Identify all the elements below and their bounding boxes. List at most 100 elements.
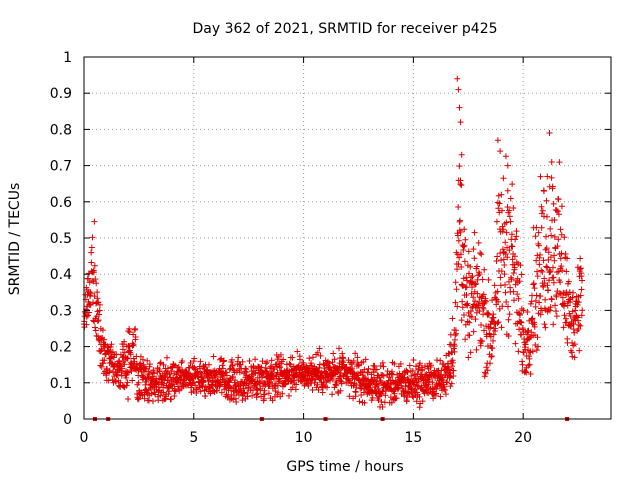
data-point — [502, 289, 509, 296]
data-point — [365, 376, 372, 383]
data-point — [247, 384, 254, 391]
data-point — [405, 389, 412, 396]
data-point — [578, 286, 585, 293]
data-point — [197, 369, 204, 376]
data-point — [316, 364, 323, 371]
data-point — [129, 377, 136, 384]
data-point — [503, 219, 510, 226]
data-point — [472, 280, 479, 287]
data-point — [141, 395, 148, 402]
data-point — [340, 372, 347, 379]
data-point — [516, 312, 523, 319]
data-point — [579, 277, 586, 284]
data-point — [573, 313, 580, 320]
data-point — [467, 308, 474, 315]
data-point — [84, 291, 91, 298]
data-point — [409, 393, 416, 400]
x-tick-label: 15 — [404, 430, 422, 446]
data-point — [148, 390, 155, 397]
data-point — [460, 243, 467, 250]
data-point — [499, 303, 506, 310]
data-point — [94, 295, 101, 302]
data-point — [135, 379, 142, 386]
data-point — [505, 278, 512, 285]
data-point — [509, 243, 516, 250]
data-point — [297, 356, 304, 363]
data-point — [561, 312, 568, 319]
data-point — [528, 329, 535, 336]
data-point — [210, 353, 217, 360]
data-point — [467, 263, 474, 270]
data-point — [115, 366, 122, 373]
data-point — [250, 387, 257, 394]
data-point — [549, 183, 556, 190]
data-point — [88, 249, 95, 256]
y-tick-label: 0.9 — [50, 86, 72, 102]
data-point — [468, 313, 475, 320]
y-tick-label: 0.8 — [50, 122, 72, 138]
data-point — [389, 368, 396, 375]
data-point — [551, 216, 558, 223]
data-point — [538, 224, 545, 231]
x-tick-label: 5 — [189, 430, 198, 446]
data-point — [120, 383, 127, 390]
data-point — [121, 338, 128, 345]
data-point — [536, 261, 543, 268]
data-point — [505, 303, 512, 310]
data-point — [504, 187, 511, 194]
data-point — [380, 363, 387, 370]
data-point — [482, 370, 489, 377]
data-point — [575, 317, 582, 324]
data-point — [453, 286, 460, 293]
data-point — [450, 373, 457, 380]
data-point — [464, 300, 471, 307]
data-point — [92, 276, 99, 283]
data-point — [337, 377, 344, 384]
data-point — [261, 391, 268, 398]
data-point — [220, 365, 227, 372]
data-point — [579, 307, 586, 314]
data-point — [126, 329, 133, 336]
data-point — [254, 390, 261, 397]
data-point — [309, 375, 316, 382]
data-point — [92, 324, 99, 331]
data-point — [93, 280, 100, 287]
data-point — [209, 381, 216, 388]
data-point — [547, 225, 554, 232]
data-point — [454, 232, 461, 239]
data-point — [513, 228, 520, 235]
data-point — [503, 229, 510, 236]
data-point — [331, 356, 338, 363]
data-point — [548, 232, 555, 239]
data-point — [510, 204, 517, 211]
data-point — [85, 275, 92, 282]
data-point — [191, 355, 198, 362]
data-point — [519, 361, 526, 368]
data-point — [491, 282, 498, 289]
data-point — [237, 361, 244, 368]
data-point — [514, 291, 521, 298]
data-point — [550, 279, 557, 286]
data-point — [542, 324, 549, 331]
data-point — [105, 377, 112, 384]
data-point — [94, 318, 101, 325]
data-point — [450, 367, 457, 374]
data-point — [433, 357, 440, 364]
data-point — [305, 382, 312, 389]
data-point — [502, 153, 509, 160]
data-point — [543, 197, 550, 204]
data-point — [163, 370, 170, 377]
data-point — [394, 371, 401, 378]
data-point — [254, 374, 261, 381]
data-point — [495, 319, 502, 326]
data-point — [475, 239, 482, 246]
data-point — [578, 273, 585, 280]
data-point — [527, 300, 534, 307]
data-point — [347, 379, 354, 386]
data-point — [505, 316, 512, 323]
data-point — [346, 378, 353, 385]
data-point — [470, 246, 477, 253]
y-tick-label: 1 — [63, 50, 72, 66]
data-point — [240, 390, 247, 397]
data-point — [457, 177, 464, 184]
